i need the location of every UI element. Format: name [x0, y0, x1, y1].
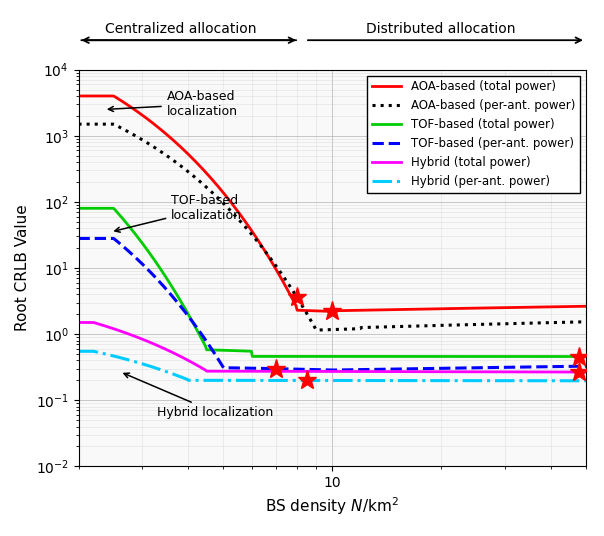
AOA-based (per-ant. power): [313, 327, 320, 333]
Legend: AOA-based (total power), AOA-based (per-ant. power), TOF-based (total power), TO: AOA-based (total power), AOA-based (per-…: [367, 76, 580, 192]
TOF-based (total power): [490, 353, 498, 360]
AOA-based (per-ant. power): [571, 319, 578, 325]
Text: TOF-based
localization: TOF-based localization: [115, 194, 242, 232]
Line: AOA-based (total power): AOA-based (total power): [79, 96, 586, 311]
AOA-based (total power): [350, 307, 358, 314]
Hybrid (total power): [350, 368, 357, 375]
AOA-based (per-ant. power): [492, 321, 499, 327]
Hybrid (total power): [490, 369, 498, 375]
TOF-based (per-ant. power): [328, 367, 335, 374]
TOF-based (per-ant. power): [582, 363, 590, 369]
TOF-based (total power): [319, 353, 326, 360]
Line: TOF-based (total power): TOF-based (total power): [79, 209, 586, 356]
TOF-based (per-ant. power): [571, 363, 578, 369]
TOF-based (total power): [350, 353, 357, 360]
Text: Hybrid localization: Hybrid localization: [124, 373, 274, 419]
X-axis label: BS density $N$/km$^2$: BS density $N$/km$^2$: [265, 496, 399, 517]
AOA-based (per-ant. power): [320, 326, 327, 333]
AOA-based (per-ant. power): [582, 318, 590, 325]
TOF-based (per-ant. power): [316, 367, 323, 373]
TOF-based (per-ant. power): [319, 367, 326, 373]
Hybrid (total power): [316, 368, 323, 375]
AOA-based (total power): [378, 307, 385, 313]
Line: AOA-based (per-ant. power): AOA-based (per-ant. power): [79, 124, 586, 330]
Hybrid (per-ant. power): [490, 377, 498, 384]
TOF-based (per-ant. power): [492, 364, 499, 371]
Hybrid (total power): [75, 319, 82, 326]
TOF-based (total power): [582, 353, 590, 360]
Hybrid (per-ant. power): [319, 377, 326, 384]
Text: Centralized allocation: Centralized allocation: [106, 23, 257, 36]
Hybrid (per-ant. power): [316, 377, 323, 384]
Hybrid (per-ant. power): [582, 377, 590, 384]
Y-axis label: Root CRLB Value: Root CRLB Value: [15, 205, 30, 331]
Hybrid (total power): [377, 368, 384, 375]
Text: AOA-based
localization: AOA-based localization: [108, 90, 238, 118]
Line: Hybrid (per-ant. power): Hybrid (per-ant. power): [79, 351, 586, 381]
AOA-based (per-ant. power): [317, 327, 324, 333]
Hybrid (total power): [319, 368, 326, 375]
TOF-based (per-ant. power): [75, 235, 82, 242]
Hybrid (total power): [582, 369, 590, 375]
AOA-based (per-ant. power): [75, 121, 82, 128]
TOF-based (total power): [75, 205, 82, 212]
AOA-based (total power): [571, 303, 578, 310]
AOA-based (per-ant. power): [378, 324, 385, 330]
AOA-based (total power): [492, 304, 499, 311]
Hybrid (per-ant. power): [377, 377, 384, 384]
Line: Hybrid (total power): Hybrid (total power): [79, 323, 586, 372]
AOA-based (total power): [316, 308, 323, 314]
Line: TOF-based (per-ant. power): TOF-based (per-ant. power): [79, 239, 586, 370]
AOA-based (total power): [75, 93, 82, 99]
AOA-based (total power): [319, 308, 326, 314]
AOA-based (total power): [582, 303, 590, 309]
TOF-based (total power): [316, 353, 323, 360]
TOF-based (total power): [570, 353, 577, 360]
TOF-based (total power): [377, 353, 384, 360]
AOA-based (total power): [328, 308, 335, 315]
Text: Distributed allocation: Distributed allocation: [366, 23, 516, 36]
AOA-based (per-ant. power): [350, 326, 358, 332]
Hybrid (per-ant. power): [570, 377, 577, 384]
Hybrid (per-ant. power): [350, 377, 357, 384]
Hybrid (total power): [570, 369, 577, 375]
TOF-based (per-ant. power): [378, 366, 385, 373]
TOF-based (per-ant. power): [350, 367, 358, 373]
Hybrid (per-ant. power): [75, 348, 82, 354]
